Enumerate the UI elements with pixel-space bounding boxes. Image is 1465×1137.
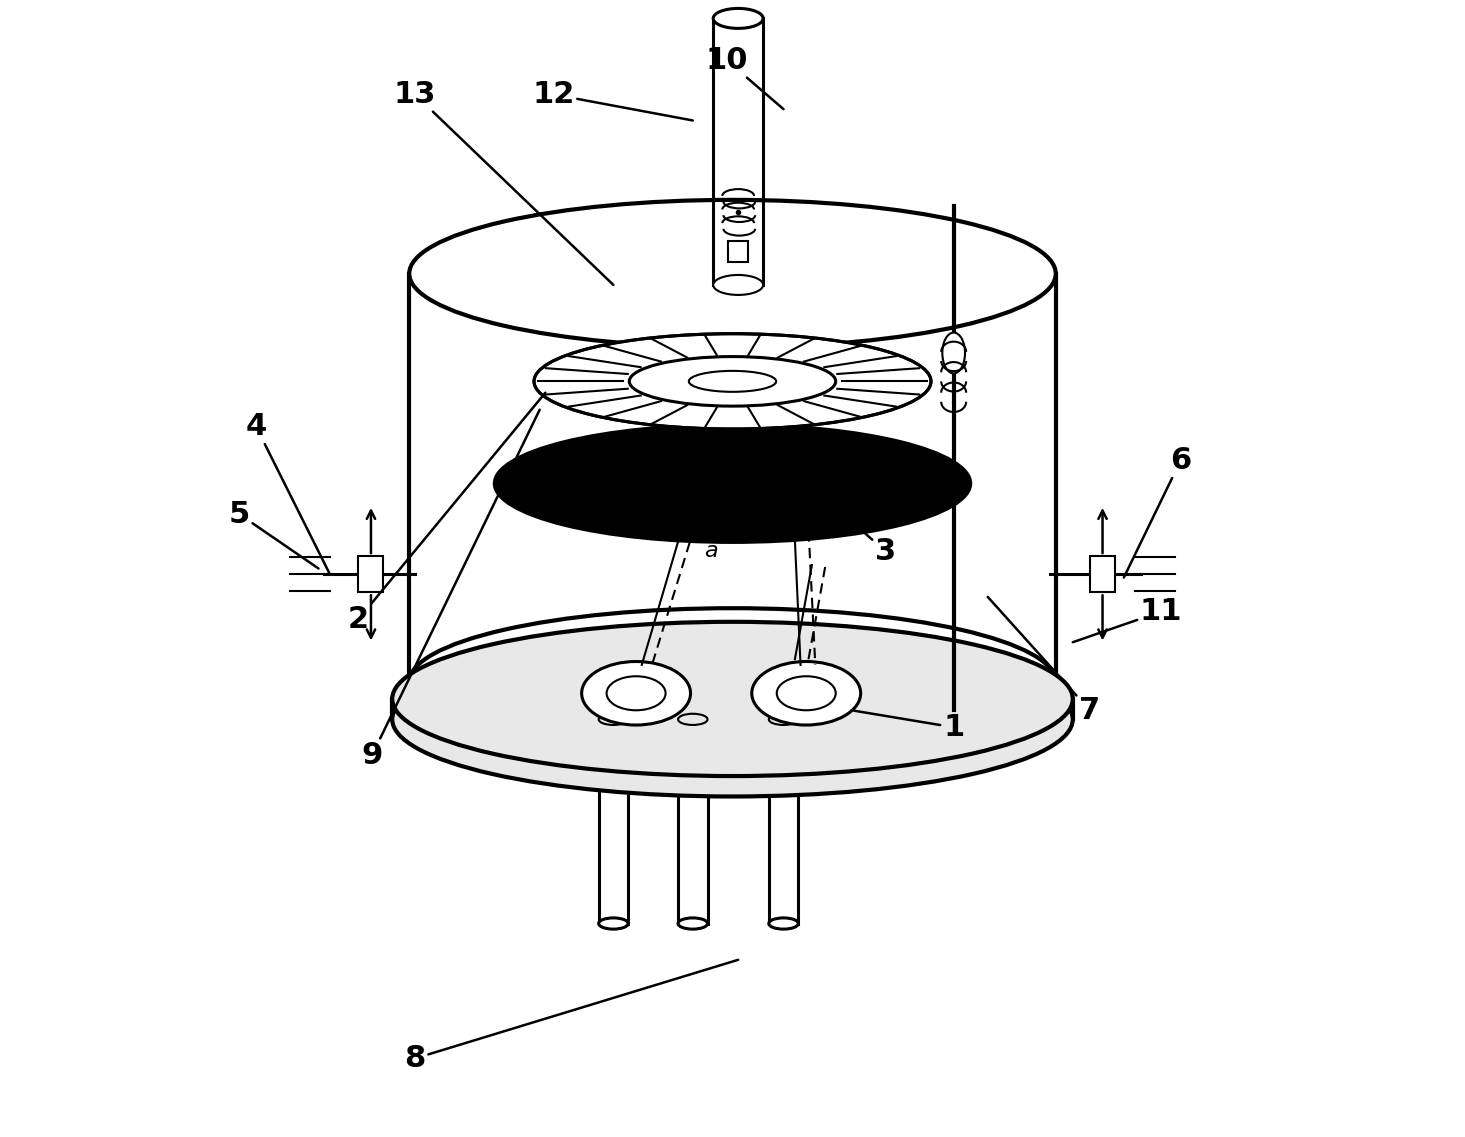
Bar <box>1090 556 1115 592</box>
Text: 10: 10 <box>706 45 784 109</box>
Ellipse shape <box>689 371 776 392</box>
Text: 13: 13 <box>394 80 614 285</box>
Text: 4: 4 <box>246 413 330 574</box>
Ellipse shape <box>393 642 1072 797</box>
Ellipse shape <box>769 714 798 725</box>
Text: a: a <box>705 541 718 562</box>
Ellipse shape <box>630 357 835 406</box>
Text: 1: 1 <box>851 711 964 741</box>
Ellipse shape <box>713 8 763 28</box>
Ellipse shape <box>678 918 708 929</box>
Ellipse shape <box>942 333 965 373</box>
Ellipse shape <box>582 662 690 725</box>
Text: 12: 12 <box>532 80 693 121</box>
Text: 11: 11 <box>1072 597 1182 642</box>
Text: 7: 7 <box>987 597 1100 724</box>
Ellipse shape <box>776 677 835 711</box>
Text: 3: 3 <box>817 491 897 566</box>
Ellipse shape <box>607 677 665 711</box>
Text: 5: 5 <box>229 499 318 568</box>
Ellipse shape <box>535 334 930 429</box>
Ellipse shape <box>769 918 798 929</box>
Ellipse shape <box>599 918 628 929</box>
Text: 8: 8 <box>404 960 738 1073</box>
Ellipse shape <box>678 714 708 725</box>
Ellipse shape <box>494 424 971 542</box>
Bar <box>728 241 749 262</box>
Ellipse shape <box>599 714 628 725</box>
Text: 6: 6 <box>1124 446 1191 578</box>
Ellipse shape <box>752 662 860 725</box>
Ellipse shape <box>409 200 1056 347</box>
Ellipse shape <box>409 608 1056 756</box>
Ellipse shape <box>393 622 1072 777</box>
Text: 9: 9 <box>362 409 539 770</box>
Ellipse shape <box>713 275 763 294</box>
Bar <box>359 556 384 592</box>
Text: 2: 2 <box>347 392 545 634</box>
